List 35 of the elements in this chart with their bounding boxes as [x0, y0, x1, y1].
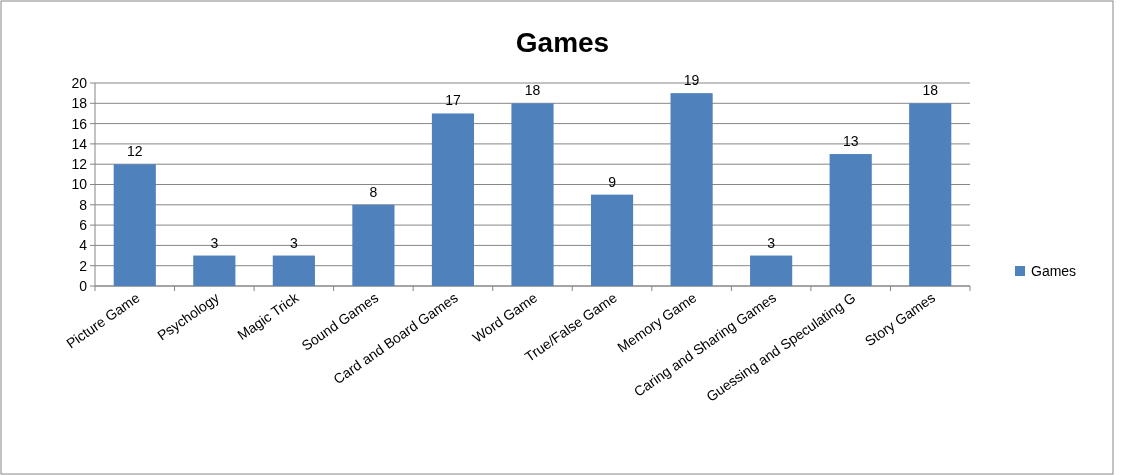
y-tick-label: 4 [79, 237, 88, 254]
data-label: 9 [608, 173, 617, 190]
bar [590, 194, 634, 286]
data-label: 8 [369, 183, 378, 200]
data-label: 18 [524, 82, 541, 99]
data-label: 3 [210, 234, 219, 251]
bar [352, 204, 395, 286]
y-tick-label: 8 [79, 196, 88, 213]
bar [829, 154, 872, 286]
bar [193, 255, 236, 286]
y-tick-label: 6 [79, 217, 88, 233]
bar [113, 164, 156, 286]
legend-label: Games [1031, 262, 1077, 279]
y-tick-label: 14 [71, 135, 88, 152]
bar [750, 255, 793, 286]
chart-title: Games [515, 27, 610, 58]
y-tick-label: 0 [79, 277, 88, 294]
bar [272, 255, 315, 286]
y-tick-label: 2 [79, 257, 88, 274]
data-label: 12 [126, 143, 143, 160]
bar [909, 103, 952, 286]
y-tick-label: 20 [71, 74, 88, 91]
data-label: 17 [445, 92, 461, 109]
data-label: 3 [767, 234, 776, 251]
data-label: 13 [842, 133, 859, 150]
data-label: 19 [683, 72, 700, 89]
y-tick-label: 16 [71, 115, 88, 132]
bar [511, 103, 554, 286]
bar [670, 93, 713, 286]
data-label: 18 [922, 82, 939, 99]
y-tick-label: 18 [71, 95, 88, 112]
bar [431, 113, 475, 286]
data-label: 3 [289, 234, 298, 251]
y-tick-label: 12 [71, 156, 88, 173]
y-tick-label: 10 [71, 176, 88, 193]
